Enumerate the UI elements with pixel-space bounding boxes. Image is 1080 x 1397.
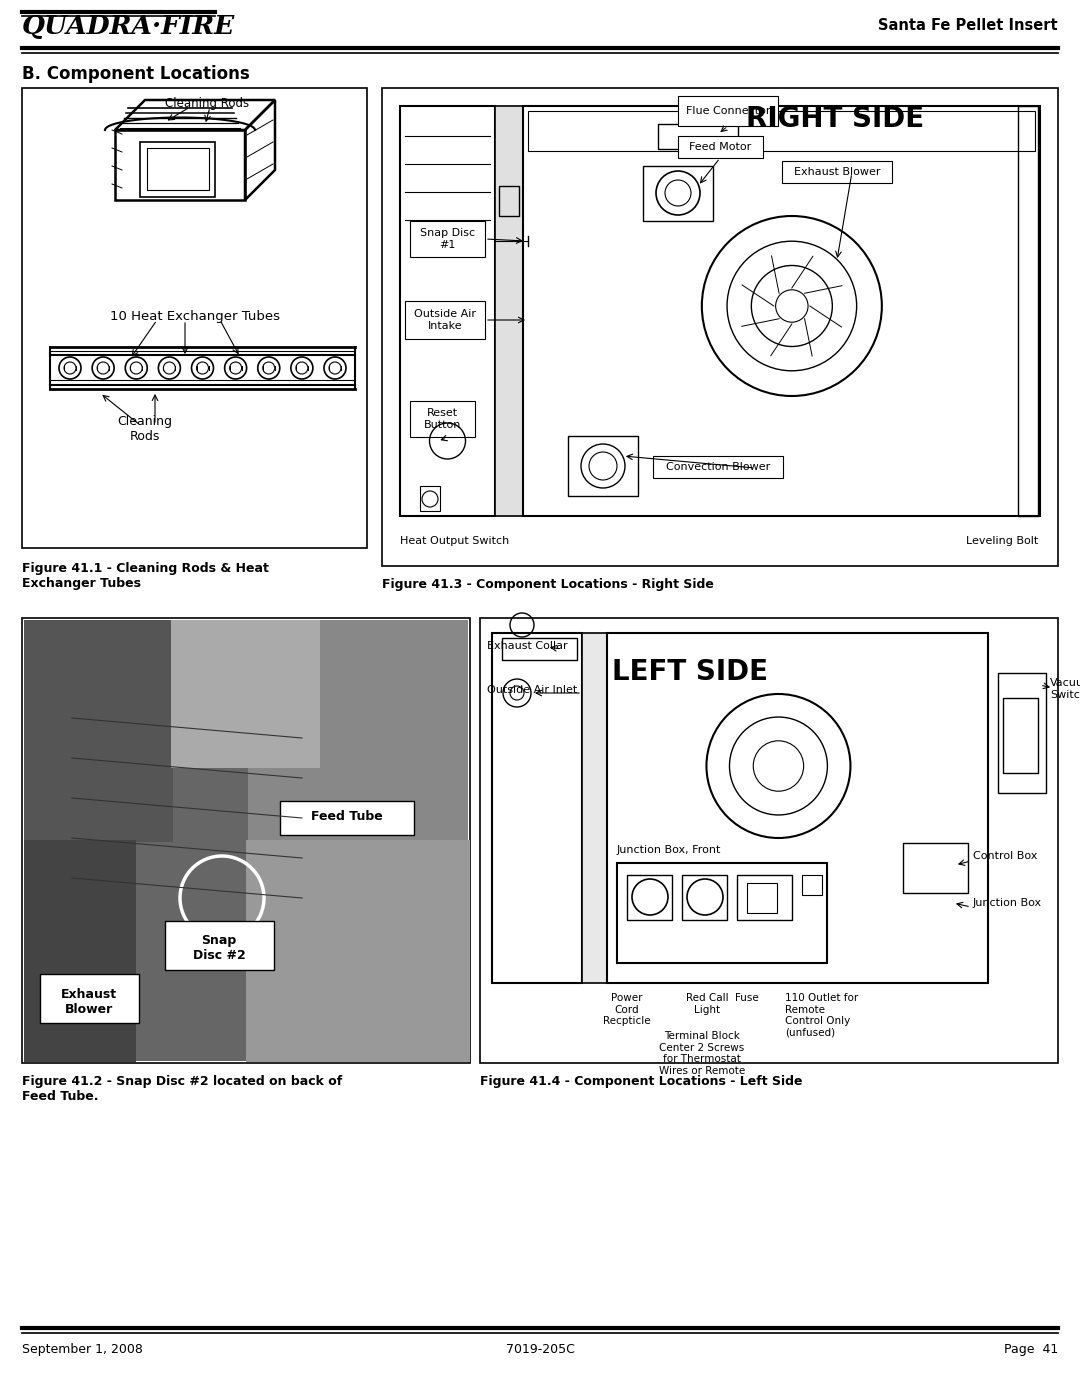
Text: Figure 41.2 - Snap Disc #2 located on back of
Feed Tube.: Figure 41.2 - Snap Disc #2 located on ba… — [22, 1076, 342, 1104]
Text: Junction Box: Junction Box — [973, 898, 1042, 908]
Bar — [747, 883, 777, 914]
Bar — [495, 106, 523, 515]
Text: Red Call
Light: Red Call Light — [686, 993, 728, 1014]
Bar — [420, 486, 440, 511]
Text: 10 Heat Exchanger Tubes: 10 Heat Exchanger Tubes — [110, 310, 280, 323]
Text: Vacuum
Switch: Vacuum Switch — [1050, 678, 1080, 700]
Bar — [568, 436, 638, 496]
Bar — [147, 148, 210, 190]
Text: Terminal Block
Center 2 Screws
for Thermostat
Wires or Remote: Terminal Block Center 2 Screws for Therm… — [659, 1031, 745, 1076]
Text: Flue Connector: Flue Connector — [686, 106, 770, 116]
Bar — [678, 96, 778, 126]
FancyBboxPatch shape — [40, 974, 139, 1023]
Bar — [410, 401, 475, 437]
Text: Junction Box, Front: Junction Box, Front — [617, 845, 721, 855]
Text: Convection Blower: Convection Blower — [666, 462, 770, 472]
Bar — [1018, 106, 1038, 515]
Bar — [171, 620, 320, 768]
Text: QUADRA·FIRE: QUADRA·FIRE — [22, 14, 235, 39]
Text: Fuse: Fuse — [735, 993, 759, 1003]
Text: Outside Air Inlet: Outside Air Inlet — [487, 685, 577, 694]
Text: Page  41: Page 41 — [1003, 1343, 1058, 1356]
Bar — [782, 161, 892, 183]
Bar — [627, 875, 672, 921]
Text: Figure 41.1 - Cleaning Rods & Heat
Exchanger Tubes: Figure 41.1 - Cleaning Rods & Heat Excha… — [22, 562, 269, 590]
Text: September 1, 2008: September 1, 2008 — [22, 1343, 143, 1356]
Bar — [246, 840, 470, 1062]
Bar — [140, 142, 215, 197]
Bar — [480, 617, 1058, 1063]
Text: Exhaust Collar: Exhaust Collar — [487, 641, 568, 651]
Text: B. Component Locations: B. Component Locations — [22, 66, 249, 82]
Text: Control Box: Control Box — [973, 851, 1038, 861]
Text: Cleaning Rods: Cleaning Rods — [165, 96, 249, 110]
Bar — [681, 875, 727, 921]
Text: Snap
Disc #2: Snap Disc #2 — [192, 935, 245, 963]
Bar — [607, 633, 988, 983]
Bar — [24, 620, 468, 1060]
Bar — [410, 221, 485, 257]
Text: Santa Fe Pellet Insert: Santa Fe Pellet Insert — [878, 18, 1058, 34]
Text: 110 Outlet for
Remote
Control Only
(unfused): 110 Outlet for Remote Control Only (unfu… — [785, 993, 859, 1038]
Bar — [492, 633, 582, 983]
Text: LEFT SIDE: LEFT SIDE — [612, 658, 768, 686]
Text: Figure 41.4 - Component Locations - Left Side: Figure 41.4 - Component Locations - Left… — [480, 1076, 802, 1088]
Bar — [1003, 698, 1038, 773]
Text: Figure 41.3 - Component Locations - Right Side: Figure 41.3 - Component Locations - Righ… — [382, 578, 714, 591]
FancyBboxPatch shape — [165, 921, 274, 970]
Bar — [998, 673, 1047, 793]
Bar — [658, 124, 738, 149]
FancyBboxPatch shape — [280, 800, 414, 835]
Text: Power
Cord
Recpticle: Power Cord Recpticle — [604, 993, 651, 1027]
Text: Reset
Button: Reset Button — [423, 408, 461, 430]
Bar — [24, 840, 136, 1062]
Bar — [582, 633, 607, 983]
Text: RIGHT SIDE: RIGHT SIDE — [746, 105, 924, 133]
Bar — [405, 300, 485, 339]
Bar — [24, 620, 248, 1060]
Bar — [523, 106, 1040, 515]
Bar — [617, 863, 827, 963]
Text: Heat Output Switch: Heat Output Switch — [400, 536, 510, 546]
Bar — [528, 110, 1035, 151]
Bar — [678, 136, 762, 158]
Bar — [643, 166, 713, 221]
Bar — [22, 88, 367, 548]
Bar — [502, 638, 577, 659]
Bar — [499, 186, 519, 217]
Bar — [802, 875, 822, 895]
Bar — [903, 842, 968, 893]
Text: Cleaning
Rods: Cleaning Rods — [118, 415, 173, 443]
Text: Feed Motor: Feed Motor — [689, 142, 752, 152]
Text: Snap Disc
#1: Snap Disc #1 — [420, 228, 475, 250]
Bar — [382, 88, 1058, 566]
Bar — [24, 620, 173, 842]
Text: Leveling Bolt: Leveling Bolt — [966, 536, 1038, 546]
Text: Feed Tube: Feed Tube — [311, 810, 383, 823]
Bar — [400, 106, 495, 515]
Bar — [22, 617, 470, 1063]
Text: Outside Air
Intake: Outside Air Intake — [414, 309, 476, 331]
Text: 7019-205C: 7019-205C — [505, 1343, 575, 1356]
Bar — [653, 455, 783, 478]
Bar — [737, 875, 792, 921]
Text: Exhaust
Blower: Exhaust Blower — [60, 988, 117, 1016]
Text: Exhaust Blower: Exhaust Blower — [794, 168, 880, 177]
